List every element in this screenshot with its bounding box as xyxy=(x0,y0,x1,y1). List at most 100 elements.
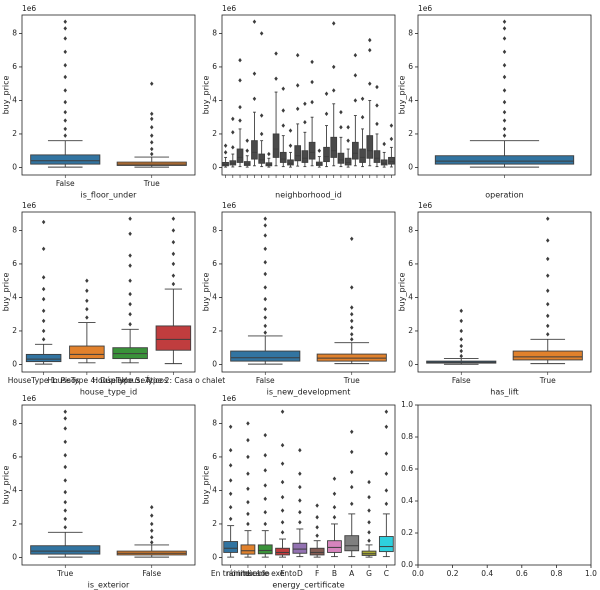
y-tick-label: 4 xyxy=(12,292,17,301)
y-tick-label: 0 xyxy=(408,162,413,171)
flier xyxy=(231,116,235,122)
flier xyxy=(171,261,176,267)
flier xyxy=(228,491,233,496)
x-tick-label: HouseType 1: Pisos xyxy=(8,376,80,385)
flier xyxy=(149,116,154,122)
box xyxy=(316,353,387,362)
flier xyxy=(41,337,46,342)
flier xyxy=(375,103,379,108)
flier xyxy=(228,448,233,453)
flier xyxy=(346,138,350,143)
axes-frame xyxy=(417,404,592,566)
flier xyxy=(502,99,507,105)
axes-frame xyxy=(221,14,396,176)
flier xyxy=(303,101,307,106)
flier xyxy=(263,496,268,502)
flier xyxy=(149,151,154,157)
flier xyxy=(310,99,314,105)
flier xyxy=(263,216,268,221)
flier xyxy=(263,315,268,320)
box xyxy=(301,150,309,163)
flier xyxy=(280,443,285,448)
flier xyxy=(63,109,68,115)
flier xyxy=(349,332,354,337)
flier xyxy=(246,421,250,426)
box xyxy=(434,155,575,165)
flier xyxy=(375,84,379,90)
box xyxy=(251,140,258,160)
y-tick-label: 8 xyxy=(12,225,17,234)
flier xyxy=(246,486,250,491)
flier xyxy=(246,471,250,476)
flier xyxy=(332,476,337,481)
flier xyxy=(274,51,278,56)
flier xyxy=(349,236,354,242)
subplot: 0.0 0.2 0.4 0.6 0.8 1.0 0.0 0.2 0.4 0.6 0.8 1.0 xyxy=(401,400,597,578)
y-axis-label: buy_price xyxy=(2,76,11,115)
x-tick-label: 0.4 xyxy=(481,569,493,578)
offset-text: 1e6 xyxy=(222,201,236,210)
x-axis-label: house_type_id xyxy=(80,388,137,397)
flier xyxy=(63,489,68,495)
x-axis-label: neighborhood_id xyxy=(275,191,342,200)
x-tick-label: no indicado xyxy=(226,569,270,578)
y-tick-label: 6 xyxy=(12,62,17,71)
flier xyxy=(223,150,228,155)
flier xyxy=(85,298,89,303)
x-axis-label: has_lift xyxy=(490,388,518,397)
flier xyxy=(545,288,550,293)
flier xyxy=(280,479,285,485)
box xyxy=(366,135,374,159)
flier xyxy=(349,449,354,455)
flier xyxy=(223,143,228,148)
flier xyxy=(502,118,507,123)
flier xyxy=(280,461,285,466)
flier xyxy=(375,121,379,127)
y-axis-label: buy_price xyxy=(398,273,407,312)
flier xyxy=(63,36,68,41)
flier xyxy=(502,126,507,132)
flier xyxy=(280,409,285,414)
y-tick-label: 0 xyxy=(12,359,17,368)
flier xyxy=(149,528,154,533)
flier xyxy=(545,313,550,319)
flier xyxy=(228,504,233,510)
flier xyxy=(382,141,386,147)
y-tick-label: 2 xyxy=(212,519,217,528)
axes-frame xyxy=(21,404,196,566)
flier xyxy=(263,246,268,252)
y-tick-label: 0 xyxy=(212,359,217,368)
flier xyxy=(246,521,250,527)
y-tick-label: 4 xyxy=(212,485,217,494)
flier xyxy=(171,239,176,245)
flier xyxy=(545,301,550,307)
flier xyxy=(259,131,264,137)
box xyxy=(69,345,105,360)
box xyxy=(279,151,287,163)
y-tick-label: 2 xyxy=(212,326,217,335)
flier xyxy=(339,109,343,115)
flier xyxy=(149,140,154,145)
flier xyxy=(63,416,68,421)
subplot: 0 2 4 6 8 1e6 operation buy_price xyxy=(398,4,592,200)
y-tick-label: 6 xyxy=(212,62,217,71)
flier xyxy=(149,521,154,527)
flier xyxy=(459,348,464,354)
offset-text: 1e6 xyxy=(22,4,36,13)
flier xyxy=(252,71,257,76)
flier xyxy=(252,19,257,24)
flier xyxy=(368,37,372,43)
flier xyxy=(85,306,89,312)
flier xyxy=(231,130,235,135)
flier xyxy=(349,311,354,317)
flier xyxy=(63,88,68,93)
axes-frame xyxy=(221,211,396,373)
flier xyxy=(41,296,46,302)
flier xyxy=(85,288,89,293)
y-tick-label: 2 xyxy=(12,129,17,138)
flier xyxy=(384,451,389,456)
y-tick-label: 6 xyxy=(212,259,217,268)
flier xyxy=(353,73,358,78)
box xyxy=(294,145,302,162)
